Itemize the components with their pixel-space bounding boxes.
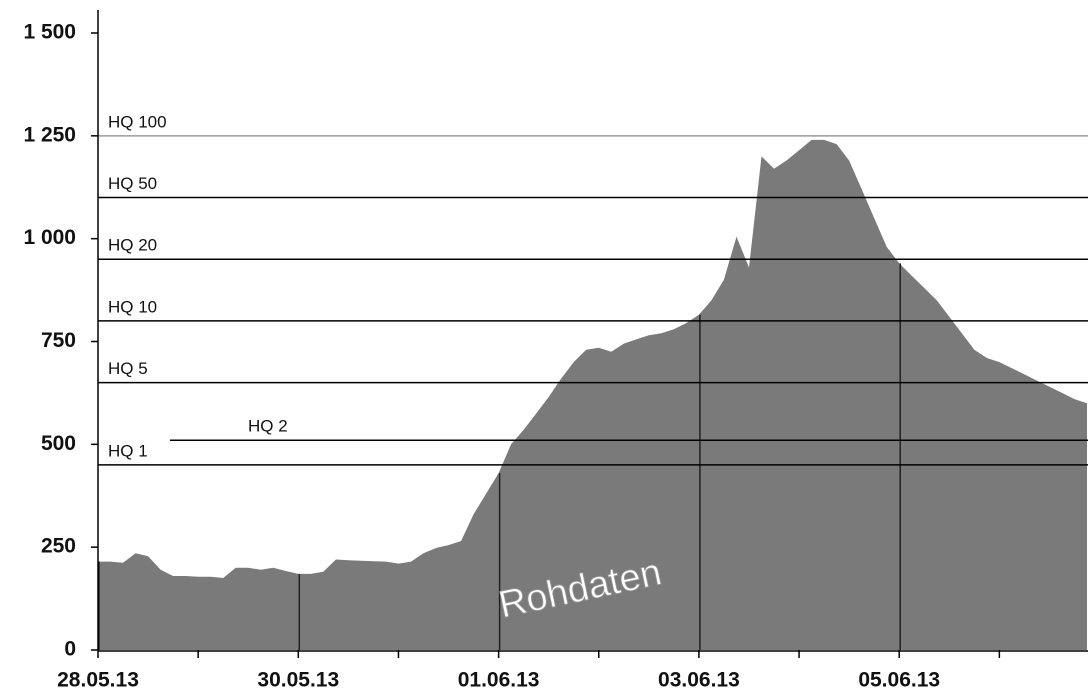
- y-tick-label: 1 000: [23, 226, 76, 249]
- x-tick-label: 05.06.13: [858, 669, 940, 692]
- reference-label: HQ 20: [108, 236, 157, 255]
- reference-label: HQ 2: [248, 417, 288, 436]
- x-tick-label: 01.06.13: [458, 669, 540, 692]
- reference-label: HQ 100: [108, 112, 167, 131]
- reference-label: HQ 1: [108, 441, 148, 460]
- reference-label: HQ 50: [108, 174, 157, 193]
- y-tick-label: 250: [41, 535, 76, 558]
- reference-label: HQ 10: [108, 297, 157, 316]
- x-tick-label: 30.05.13: [257, 669, 339, 692]
- x-tick-label: 03.06.13: [658, 669, 740, 692]
- y-tick-label: 1 250: [23, 123, 76, 146]
- area: [98, 139, 1087, 650]
- y-tick-label: 1 500: [23, 21, 76, 44]
- y-tick-label: 0: [64, 638, 76, 661]
- y-tick-label: 500: [41, 432, 76, 455]
- y-tick-label: 750: [41, 329, 76, 352]
- x-tick-label: 28.05.13: [57, 669, 139, 692]
- reference-label: HQ 5: [108, 359, 148, 378]
